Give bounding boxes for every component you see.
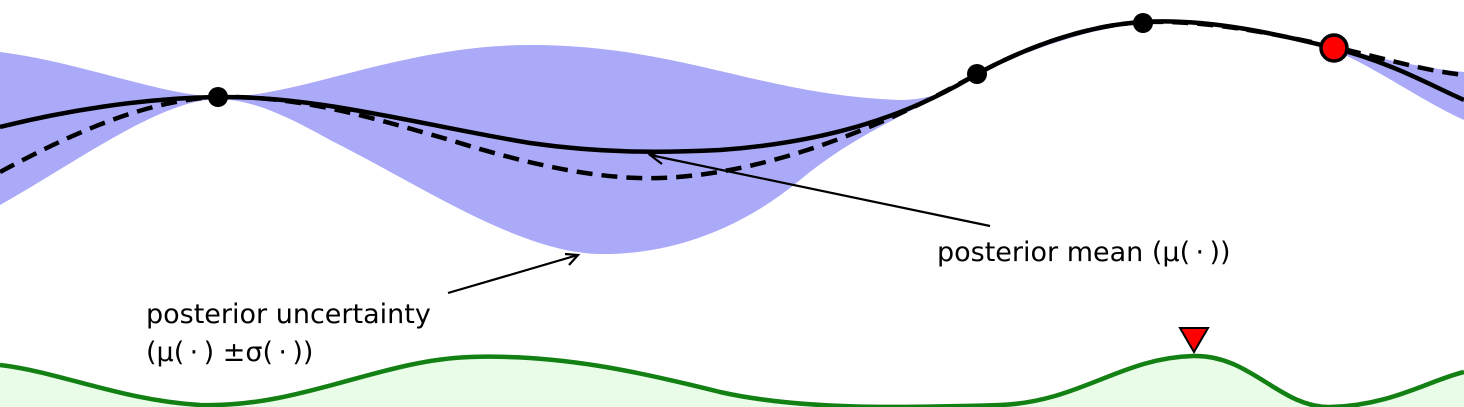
observation-point xyxy=(208,87,228,107)
posterior-uncertainty-formula: (μ( · ) ±σ( · )) xyxy=(146,337,313,368)
new-observation-point xyxy=(1319,33,1349,63)
acquisition-function-line xyxy=(0,353,1464,407)
acquisition-function-fill xyxy=(0,355,1464,407)
observation-point xyxy=(967,64,987,84)
mean-arrow-line xyxy=(649,153,991,228)
posterior-uncertainty-label: posterior uncertainty xyxy=(146,299,431,330)
posterior-mean-label: posterior mean (μ( · )) xyxy=(937,237,1231,268)
acquisition-max-marker xyxy=(1178,327,1210,354)
true-function-dashed xyxy=(0,19,1464,181)
posterior-mean-line xyxy=(0,19,1464,154)
uncertainty-band xyxy=(0,21,1464,255)
mean-arrow-head xyxy=(647,149,665,165)
observation-point xyxy=(1133,13,1153,33)
uncertainty-arrow-head xyxy=(564,252,581,266)
uncertainty-arrow-line xyxy=(447,253,579,295)
